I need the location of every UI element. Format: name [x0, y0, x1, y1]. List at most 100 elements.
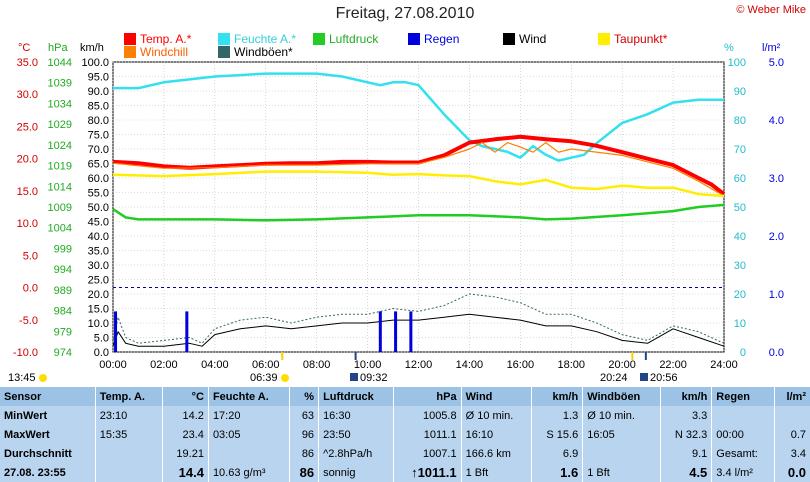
- stats-cell: MaxWert: [0, 425, 96, 444]
- legend-label-windchill: Windchill: [140, 45, 189, 59]
- stats-cell: 14.2: [162, 406, 209, 425]
- rain-tick-label: 0.0: [769, 347, 784, 359]
- sunset-time: 20:24: [600, 372, 628, 384]
- legend-label-humidity: Feuchte A.*: [234, 32, 297, 46]
- sunrise-time: 06:39: [250, 372, 278, 384]
- stats-cell: [711, 406, 776, 425]
- stats-cell: 1.6: [531, 463, 584, 482]
- humidity-tick-label: 80: [734, 115, 746, 127]
- stats-cell: 16:05: [582, 425, 661, 444]
- humidity-tick-label: 30: [734, 260, 746, 272]
- humidity-tick-label: 70: [734, 144, 746, 156]
- stats-cell: [775, 406, 810, 425]
- legend-label-dewpoint: Taupunkt*: [614, 32, 668, 46]
- legend-dewpoint: Taupunkt*: [598, 32, 667, 46]
- wind-tick-label: 85.0: [88, 101, 109, 113]
- stats-cell: 16:30: [318, 406, 394, 425]
- stats-cell: 3.4: [790, 447, 806, 460]
- stats-cell: 86: [289, 444, 320, 463]
- stats-header: Windböen: [582, 387, 661, 406]
- stats-row-current: 27.08. 23:55 14.4 10.63 g/m³ 86 sonnig ↑…: [0, 463, 810, 482]
- wind-tick-label: 40.0: [88, 231, 109, 243]
- x-tick-label: 18:00: [557, 359, 585, 371]
- stats-row-avg: Durchschnitt 19.21 86 ^2.8hPa/h 1007.1 1…: [0, 444, 810, 463]
- rain-bar: [185, 311, 189, 352]
- rain-tick-label: 2.0: [769, 231, 784, 243]
- pressure-tick-label: 1039: [48, 78, 72, 90]
- copyright-label: © Weber Mike: [736, 4, 806, 16]
- wind-tick-label: 5.0: [94, 333, 109, 345]
- legend-swatch-temp: [124, 33, 136, 45]
- legend-swatch-rain: [408, 33, 420, 45]
- stats-cell: 4.5: [660, 463, 713, 482]
- humidity-tick-label: 100: [728, 57, 746, 69]
- legend-label-temp: Temp. A.*: [140, 32, 192, 46]
- wind-tick-label: 10.0: [88, 318, 109, 330]
- legend-label-wind: Wind: [519, 32, 547, 46]
- legend-swatch-gusts: [218, 46, 230, 58]
- stats-cell: Durchschnitt: [0, 444, 96, 463]
- pressure-tick-label: 989: [54, 285, 72, 297]
- stats-cell: ↑1011.1: [393, 463, 462, 482]
- legend-label-rain: Regen: [424, 32, 460, 46]
- legend-pressure: Luftdruck: [313, 32, 378, 46]
- pressure-axis-unit: hPa: [48, 42, 68, 54]
- stats-cell: 19.21: [162, 444, 209, 463]
- legend-gusts: Windböen*: [218, 45, 293, 59]
- wind-tick-label: 0.0: [94, 347, 109, 359]
- stats-cell: 1 Bft: [461, 463, 533, 482]
- wind-tick-label: 60.0: [88, 173, 109, 185]
- humidity-tick-label: 0: [740, 347, 746, 359]
- stats-cell: N 32.3: [660, 425, 713, 444]
- sun-icon: [38, 374, 47, 382]
- wind-tick-label: 15.0: [88, 304, 109, 316]
- stats-cell: 17:20: [208, 406, 290, 425]
- stats-cell: 1005.8: [393, 406, 462, 425]
- legend-label-pressure: Luftdruck: [329, 32, 379, 46]
- legend-swatch-windchill: [124, 46, 136, 58]
- stats-cell: 0.7: [790, 428, 806, 441]
- stats-cell: Ø 10 min.: [582, 406, 661, 425]
- series-line-windchill: [112, 142, 725, 197]
- series-line-temp-a: [112, 134, 726, 196]
- x-tick-label: 02:00: [150, 359, 178, 371]
- x-tick-label: 06:00: [252, 359, 280, 371]
- pressure-tick-label: 984: [54, 306, 72, 318]
- temp-tick-label: 15.0: [17, 186, 38, 198]
- stats-cell: sonnig: [318, 463, 394, 482]
- stats-header: Luftdruck: [318, 387, 394, 406]
- x-tick-label: 24:00: [710, 359, 738, 371]
- legend-swatch-dewpoint: [598, 33, 610, 45]
- stats-cell: 1007.1: [393, 444, 462, 463]
- humidity-axis-unit: %: [724, 42, 734, 54]
- temp-tick-label: 20.0: [17, 154, 38, 166]
- stats-cell: 166.6 km: [461, 444, 533, 463]
- stats-header: Temp. A.: [95, 387, 164, 406]
- x-tick-label: 00:00: [99, 359, 127, 371]
- legend-windchill: Windchill: [124, 45, 188, 59]
- moonset-marker: 09:32: [350, 372, 388, 384]
- wind-tick-label: 70.0: [88, 144, 109, 156]
- legend-humidity: Feuchte A.*: [218, 32, 296, 46]
- wind-tick-label: 100.0: [81, 57, 109, 69]
- moonset-time: 09:32: [360, 372, 388, 384]
- stats-cell: 96: [289, 425, 320, 444]
- stats-cell: 14.4: [162, 463, 209, 482]
- humidity-tick-label: 10: [734, 318, 746, 330]
- x-tick-label: 14:00: [456, 359, 484, 371]
- stats-cell: ^2.8hPa/h: [318, 444, 394, 463]
- stats-cell: 23:50: [318, 425, 394, 444]
- humidity-tick-label: 50: [734, 202, 746, 214]
- left-edge-time-label: 13:45: [8, 372, 36, 384]
- rain-tick-label: 5.0: [769, 57, 784, 69]
- humidity-tick-label: 20: [734, 289, 746, 301]
- humidity-tick-label: 40: [734, 231, 746, 243]
- rain-axis-unit: l/m²: [762, 42, 781, 54]
- legend-label-gusts: Windböen*: [234, 45, 293, 59]
- x-tick-label: 22:00: [659, 359, 687, 371]
- wind-tick-label: 55.0: [88, 188, 109, 200]
- left-edge-time: 13:45: [8, 372, 47, 384]
- pressure-tick-label: 994: [54, 264, 72, 276]
- rain-tick-label: 3.0: [769, 173, 784, 185]
- statistics-table: Sensor Temp. A. °C Feuchte A. % Luftdruc…: [0, 387, 810, 482]
